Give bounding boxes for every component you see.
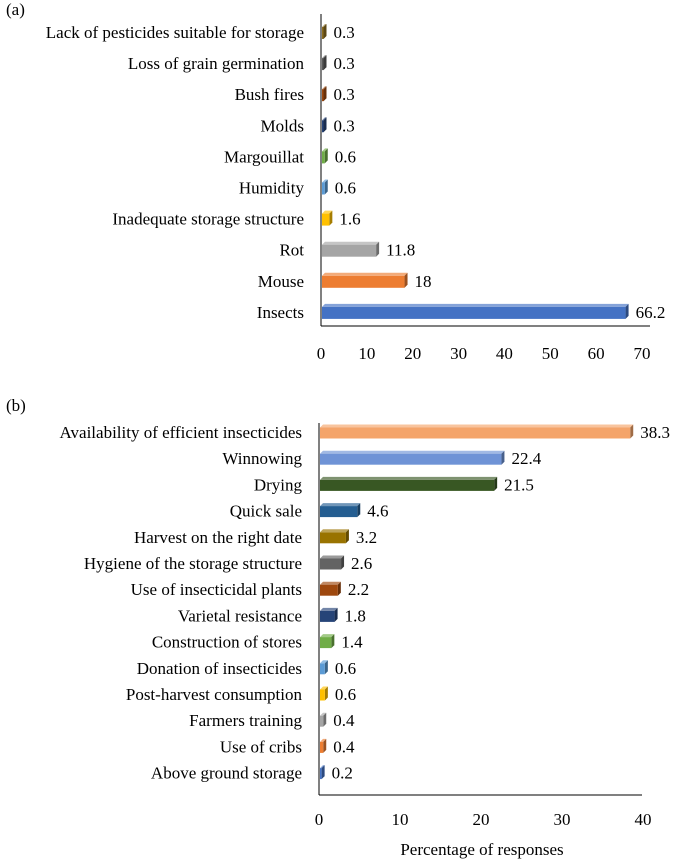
panel-b-x-tick-label: 10 <box>392 810 409 829</box>
panel-b-category-label: Post-harvest consumption <box>126 685 303 704</box>
panel-b-bar <box>320 555 345 570</box>
panel-b-value-label: 2.6 <box>351 554 372 573</box>
panel-b-bar <box>320 529 349 544</box>
panel-a-value-label: 0.6 <box>335 179 356 198</box>
panel-b-category-label: Availability of efficient insecticides <box>60 423 302 442</box>
panel-b-bar <box>320 476 498 491</box>
panel-b-category-label: Harvest on the right date <box>134 528 302 547</box>
panel-b-value-label: 0.4 <box>333 737 355 756</box>
panel-b-value-label: 3.2 <box>356 528 377 547</box>
panel-a-value-label: 1.6 <box>339 210 360 229</box>
panel-b-bar <box>320 607 338 622</box>
panel-b-bar <box>320 634 335 649</box>
panel-b-category-label: Hygiene of the storage structure <box>84 554 302 573</box>
panel-a-bar <box>322 303 629 319</box>
panel-a-x-tick-label: 30 <box>450 344 467 363</box>
panel-b-value-label: 1.4 <box>341 633 363 652</box>
panel-b-value-label: 1.8 <box>345 606 366 625</box>
panel-a-bar <box>322 272 408 288</box>
panel-a-value-label: 0.6 <box>335 147 356 166</box>
panel-b-value-label: 0.4 <box>333 711 355 730</box>
panel-a-category-label: Bush fires <box>235 85 304 104</box>
panel-b-bar <box>320 503 361 518</box>
panel-a-category-label: Insects <box>257 303 304 322</box>
panel-a-bar <box>322 24 327 39</box>
panel-b-chart: (b) Availability of efficient insecticid… <box>6 396 670 859</box>
panel-b-bar <box>320 765 325 780</box>
panel-a-x-tick-label: 20 <box>404 344 421 363</box>
panel-a-value-label: 66.2 <box>636 303 666 322</box>
panel-a-category-label: Humidity <box>239 179 305 198</box>
panel-b-label: (b) <box>6 396 26 415</box>
panel-a-x-tick-label: 70 <box>634 344 651 363</box>
panel-b-value-label: 21.5 <box>504 475 534 494</box>
panel-a-bar <box>322 241 380 257</box>
panel-b-x-tick-label: 20 <box>473 810 490 829</box>
panel-a-label: (a) <box>6 0 25 19</box>
panel-a-bar <box>322 55 327 71</box>
panel-b-category-label: Winnowing <box>222 449 302 468</box>
panel-a-category-label: Margouillat <box>224 147 304 166</box>
panel-a-value-label: 0.3 <box>334 116 355 135</box>
panel-a-bar <box>322 117 327 133</box>
panel-b-category-label: Drying <box>254 475 303 494</box>
panel-a-value-label: 0.3 <box>334 85 355 104</box>
panel-a-bar <box>322 210 333 226</box>
panel-a-value-label: 11.8 <box>386 241 415 260</box>
panel-b-category-label: Use of insecticidal plants <box>131 580 302 599</box>
panel-b-category-label: Donation of insecticides <box>137 659 302 678</box>
panel-a-x-tick-label: 50 <box>542 344 559 363</box>
panel-b-bar <box>320 712 327 727</box>
panel-a-bar <box>322 179 328 195</box>
panel-b-value-label: 4.6 <box>367 502 388 521</box>
panel-a-bar <box>322 86 327 102</box>
panel-a-chart: (a) Lack of pesticides suitable for stor… <box>6 0 665 363</box>
panel-b-value-label: 0.6 <box>335 659 356 678</box>
panel-a-value-label: 18 <box>415 272 432 291</box>
panel-b-x-tick-label: 40 <box>635 810 652 829</box>
panel-b-category-label: Use of cribs <box>220 737 302 756</box>
panel-a-category-label: Inadequate storage structure <box>112 210 304 229</box>
panel-b-bar <box>320 686 328 701</box>
panel-a-category-label: Loss of grain germination <box>128 54 305 73</box>
panel-b-value-label: 0.6 <box>335 685 356 704</box>
panel-a-category-label: Lack of pesticides suitable for storage <box>46 23 304 42</box>
panel-b-value-label: 38.3 <box>640 423 670 442</box>
panel-b-value-label: 22.4 <box>511 449 541 468</box>
panel-b-x-axis-title: Percentage of responses <box>400 840 563 859</box>
panel-b-x-tick-label: 0 <box>315 810 324 829</box>
panel-b-bar <box>320 581 341 596</box>
panel-a-x-tick-label: 0 <box>317 344 326 363</box>
panel-b-category-label: Farmers training <box>189 711 302 730</box>
panel-b-bar <box>320 738 327 753</box>
panel-a-x-tick-label: 10 <box>358 344 375 363</box>
panel-b-bar <box>320 450 505 465</box>
panel-a-value-label: 0.3 <box>334 23 355 42</box>
panel-b-bar <box>320 424 634 439</box>
panel-b-category-label: Construction of stores <box>152 633 302 652</box>
panel-b-x-tick-label: 30 <box>554 810 571 829</box>
panel-a-bar <box>322 148 328 164</box>
panel-b-category-label: Quick sale <box>230 502 302 521</box>
panel-b-category-label: Varietal resistance <box>178 606 302 625</box>
panel-b-category-label: Above ground storage <box>151 764 302 783</box>
panel-a-x-tick-label: 60 <box>588 344 605 363</box>
panel-a-category-label: Rot <box>279 241 304 260</box>
panel-a-x-tick-label: 40 <box>496 344 513 363</box>
panel-a-category-label: Mouse <box>258 272 304 291</box>
panel-b-value-label: 2.2 <box>348 580 369 599</box>
panel-a-value-label: 0.3 <box>334 54 355 73</box>
panel-b-value-label: 0.2 <box>332 764 353 783</box>
panel-a-category-label: Molds <box>261 116 304 135</box>
panel-b-bar <box>320 660 328 675</box>
